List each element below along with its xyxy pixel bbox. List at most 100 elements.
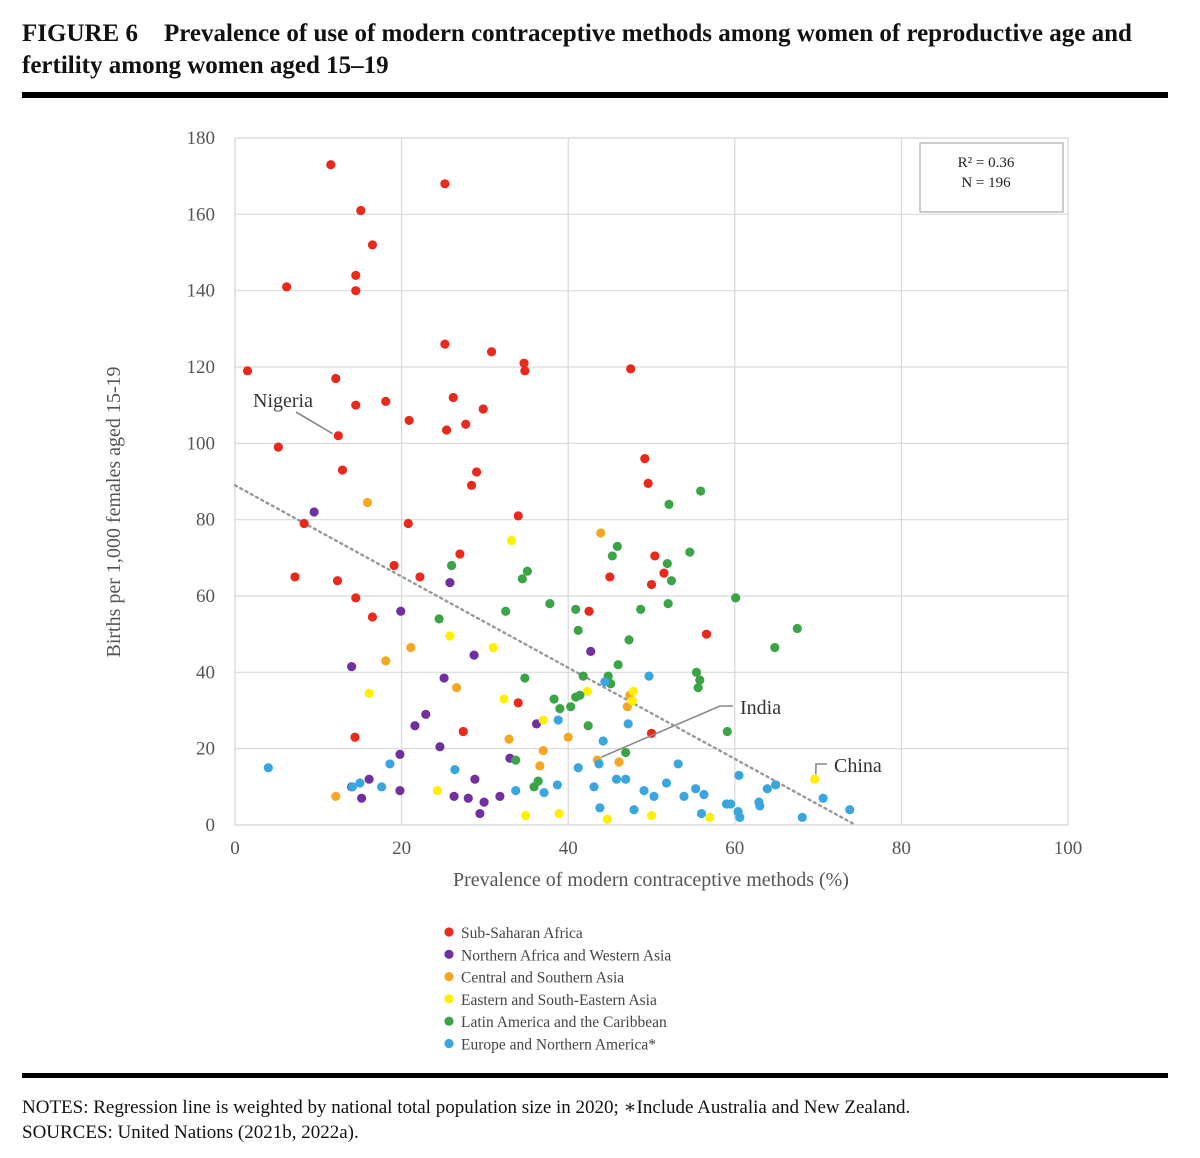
data-point bbox=[362, 497, 373, 508]
data-point bbox=[650, 551, 660, 561]
figure-number: FIGURE 6 bbox=[22, 20, 138, 47]
figure-title: FIGURE 6 Prevalence of use of modern cont… bbox=[22, 18, 1172, 82]
data-point bbox=[403, 518, 413, 529]
data-point bbox=[519, 358, 529, 368]
data-point bbox=[421, 709, 431, 719]
data-point bbox=[699, 789, 709, 800]
data-point bbox=[521, 810, 531, 821]
data-point bbox=[471, 467, 482, 477]
data-point bbox=[451, 683, 462, 693]
data-point bbox=[478, 404, 488, 414]
data-point bbox=[357, 793, 367, 803]
y-tick-label: 20 bbox=[196, 739, 215, 760]
data-point bbox=[696, 486, 706, 496]
data-point bbox=[511, 786, 521, 796]
data-point bbox=[664, 499, 674, 509]
data-point bbox=[435, 742, 445, 752]
data-point bbox=[432, 786, 443, 796]
legend-label: Eastern and South-Eastern Asia bbox=[461, 992, 657, 1009]
y-tick-label: 160 bbox=[187, 204, 216, 225]
data-point bbox=[469, 650, 479, 660]
data-point bbox=[538, 745, 548, 756]
data-point bbox=[735, 812, 745, 822]
data-point bbox=[479, 797, 489, 807]
legend-label: Sub-Saharan Africa bbox=[461, 925, 583, 942]
data-point bbox=[575, 690, 585, 700]
data-point bbox=[770, 642, 780, 653]
data-point bbox=[406, 642, 416, 653]
data-point bbox=[627, 696, 637, 706]
legend-label: Latin America and the Caribbean bbox=[461, 1014, 667, 1031]
data-point bbox=[351, 593, 361, 603]
data-point bbox=[455, 549, 465, 559]
data-point bbox=[290, 572, 300, 582]
x-tick-label: 0 bbox=[230, 838, 240, 859]
data-point bbox=[586, 646, 596, 656]
data-point bbox=[347, 782, 358, 792]
data-point bbox=[582, 686, 592, 697]
data-point bbox=[449, 791, 459, 801]
data-point bbox=[685, 547, 695, 557]
top-rule bbox=[22, 92, 1168, 98]
data-point bbox=[636, 604, 646, 614]
data-point bbox=[486, 347, 497, 357]
data-point bbox=[351, 400, 361, 410]
data-point bbox=[695, 675, 705, 685]
data-point bbox=[662, 558, 672, 569]
annotation-nigeria: Nigeria bbox=[253, 390, 313, 412]
data-point bbox=[367, 240, 378, 250]
x-axis-label: Prevalence of modern contraceptive metho… bbox=[453, 869, 849, 891]
data-point bbox=[415, 572, 425, 582]
data-point bbox=[614, 757, 624, 767]
data-point bbox=[364, 688, 374, 698]
data-point bbox=[589, 782, 599, 792]
data-point bbox=[446, 560, 457, 571]
data-point bbox=[595, 803, 605, 813]
legend-label: Northern Africa and Western Asia bbox=[461, 947, 671, 964]
data-point bbox=[553, 715, 563, 725]
data-point bbox=[535, 761, 545, 771]
data-point bbox=[554, 808, 564, 819]
data-point bbox=[545, 599, 555, 609]
nigeria-leader-line bbox=[295, 411, 334, 435]
data-point bbox=[797, 812, 807, 822]
data-point bbox=[356, 205, 366, 216]
data-point bbox=[273, 442, 283, 452]
data-point bbox=[538, 715, 548, 725]
data-point bbox=[504, 734, 514, 744]
bottom-rule bbox=[22, 1073, 1168, 1078]
x-tick-label: 20 bbox=[392, 838, 411, 859]
data-points bbox=[242, 160, 855, 824]
y-tick-label: 120 bbox=[187, 357, 216, 378]
axis-ticks: 0 20 40 60 80 100 120 140 160 180 0 20 40 60 80 100 bbox=[187, 128, 1083, 859]
legend-label: Central and Southern Asia bbox=[461, 970, 624, 987]
data-point bbox=[696, 808, 707, 819]
data-point bbox=[584, 606, 594, 616]
data-point bbox=[466, 480, 477, 490]
y-tick-label: 40 bbox=[196, 662, 215, 683]
data-point bbox=[624, 635, 634, 645]
data-point bbox=[470, 774, 480, 784]
data-point bbox=[596, 528, 606, 538]
y-tick-label: 100 bbox=[187, 433, 216, 454]
data-point bbox=[594, 759, 604, 769]
stats-box: R² = 0.36 N = 196 bbox=[919, 142, 1064, 213]
data-point bbox=[598, 736, 608, 746]
data-point bbox=[611, 774, 622, 784]
data-point bbox=[441, 425, 452, 435]
data-point bbox=[434, 614, 444, 624]
notes: NOTES: Regression line is weighted by na… bbox=[22, 1095, 910, 1145]
data-point bbox=[646, 810, 657, 821]
data-point bbox=[693, 683, 703, 693]
data-point bbox=[299, 518, 309, 529]
legend-swatch bbox=[444, 994, 454, 1004]
data-point bbox=[331, 791, 341, 801]
data-point bbox=[377, 782, 387, 792]
data-point bbox=[499, 694, 509, 704]
india-leader-line bbox=[601, 705, 733, 758]
data-point bbox=[663, 599, 673, 609]
data-point bbox=[629, 805, 639, 815]
data-point bbox=[845, 805, 855, 815]
data-point bbox=[646, 579, 657, 590]
data-point bbox=[364, 774, 374, 784]
